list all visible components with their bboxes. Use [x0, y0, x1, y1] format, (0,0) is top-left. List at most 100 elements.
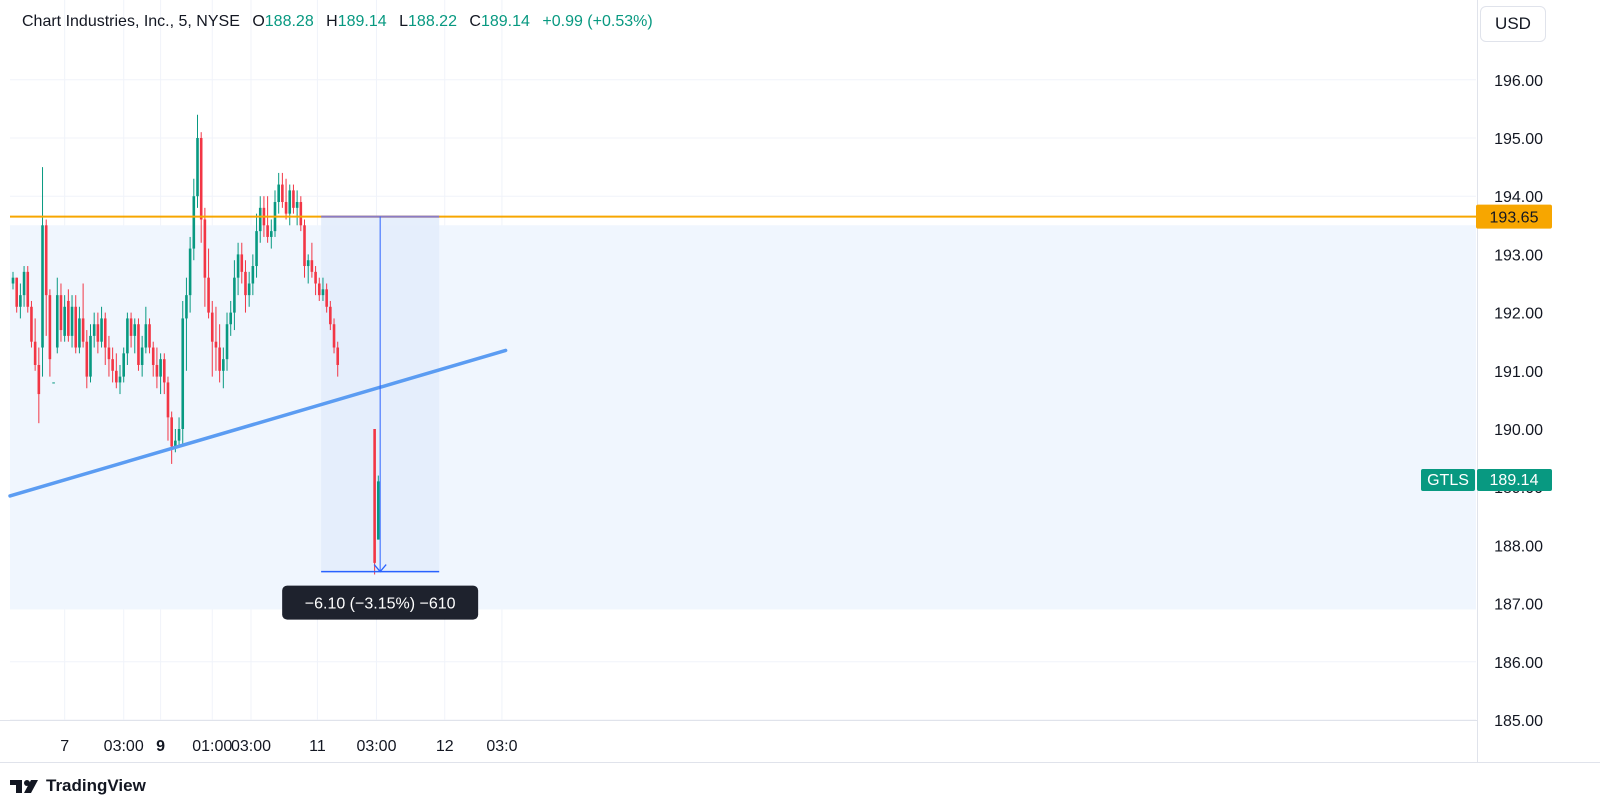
- price-tick-label: 187.00: [1494, 597, 1543, 614]
- candle-body: [52, 382, 55, 384]
- candle-body: [155, 364, 159, 377]
- trend-line[interactable]: [8, 348, 508, 498]
- price-tick-label: 186.00: [1494, 655, 1543, 672]
- candle-body: [199, 138, 203, 220]
- candle-body: [258, 207, 262, 232]
- candle-body: [281, 184, 284, 203]
- candle-body: [63, 306, 66, 336]
- candle-body: [151, 347, 155, 365]
- candle-body: [229, 312, 233, 325]
- price-tick-label: 195.00: [1494, 131, 1543, 148]
- candle-body: [317, 283, 321, 296]
- time-tick-label: 03:0: [486, 738, 517, 755]
- time-tick-label: 7: [60, 738, 69, 755]
- candle-body: [89, 335, 92, 377]
- time-tick-label: 11: [309, 738, 326, 755]
- symbol-badge: [1421, 469, 1475, 492]
- candle-body: [196, 138, 199, 197]
- candle-body: [170, 417, 173, 447]
- candle-body: [288, 190, 292, 214]
- candle-body: [255, 231, 258, 267]
- price-tick-label: 194.00: [1494, 189, 1543, 206]
- symbol-legend: Chart Industries, Inc., 5, NYSE O188.28 …: [22, 13, 653, 31]
- candle-body: [103, 318, 107, 348]
- currency-button[interactable]: USD: [1480, 6, 1546, 42]
- price-range-rect: [10, 225, 1476, 610]
- candle-body: [174, 440, 177, 447]
- candle-body: [78, 318, 81, 348]
- price-tick-label: 191.00: [1494, 364, 1543, 381]
- price-tick-label: 185.00: [1494, 713, 1543, 730]
- candle-body: [107, 347, 111, 360]
- candle-body: [55, 295, 59, 348]
- candle-body: [48, 295, 52, 360]
- candle-body: [188, 248, 192, 296]
- candle-body: [126, 318, 129, 354]
- price-tick-label: 192.00: [1494, 306, 1543, 323]
- time-tick-label: 03:00: [356, 738, 396, 755]
- candle-body: [122, 353, 125, 377]
- candle-body: [166, 382, 170, 418]
- candle-body: [329, 306, 332, 325]
- drawings[interactable]: −6.10 (−3.15%) −610: [8, 215, 1476, 620]
- candle-body: [100, 318, 103, 342]
- candle-body: [185, 295, 188, 319]
- candle-body: [148, 324, 151, 348]
- measure-label-text: −6.10 (−3.15%) −610: [305, 596, 456, 613]
- candle-body: [159, 359, 162, 377]
- time-tick-label: 03:00: [104, 738, 144, 755]
- candle-body: [321, 289, 325, 296]
- hline-price-badge: [1476, 204, 1552, 229]
- candle-body: [22, 271, 26, 296]
- time-tick-label: 03:00: [231, 738, 271, 755]
- candle-body: [218, 347, 221, 371]
- candle-body: [33, 341, 37, 365]
- candle-body: [11, 277, 15, 284]
- last-price-badge: [1477, 469, 1552, 492]
- candle-body: [85, 341, 89, 377]
- candle-body: [115, 370, 118, 383]
- tradingview-logo[interactable]: TradingView: [10, 776, 146, 796]
- candle-body: [332, 324, 336, 348]
- symbol-name[interactable]: Chart Industries, Inc., 5, NYSE: [22, 13, 240, 30]
- candle-body: [96, 324, 100, 342]
- time-tick-label: 9: [156, 738, 165, 755]
- candle-body: [19, 295, 22, 307]
- time-tick-label: 12: [436, 738, 454, 755]
- measure-label-box: [282, 585, 479, 620]
- candle-body: [207, 277, 210, 313]
- candle-body: [266, 225, 269, 237]
- candle-body: [303, 225, 306, 267]
- time-tick-label: 01:00: [192, 738, 232, 755]
- candle-body: [137, 324, 140, 365]
- axes: [0, 0, 1600, 763]
- candle-body: [299, 202, 303, 226]
- candle-body: [192, 196, 196, 249]
- last-price-badge-text: 189.14: [1490, 472, 1539, 489]
- candle-body: [310, 260, 314, 272]
- candle-body: [30, 306, 33, 342]
- open-value: 188.28: [264, 13, 314, 30]
- candle-body: [325, 289, 328, 307]
- candle-body: [222, 359, 225, 371]
- candle-body: [59, 295, 63, 331]
- candle-body: [44, 225, 48, 296]
- measure-arrow-head: [373, 564, 387, 573]
- candle-body: [233, 277, 236, 313]
- candle-body: [15, 277, 18, 307]
- price-axis-labels: 185.00186.00187.00188.00189.00190.00191.…: [1494, 73, 1543, 730]
- candle-body: [284, 202, 288, 214]
- candle-body: [210, 312, 214, 342]
- change-value: +0.99 (+0.53%): [542, 13, 653, 30]
- price-tick-label: 193.00: [1494, 247, 1543, 264]
- candles: [11, 114, 380, 575]
- price-tick-label: 190.00: [1494, 422, 1543, 439]
- candle-body: [244, 271, 247, 296]
- candle-body: [295, 202, 299, 208]
- candle-body: [81, 318, 85, 342]
- candle-body: [225, 324, 229, 360]
- candle-body: [377, 481, 380, 540]
- candle-body: [26, 271, 30, 307]
